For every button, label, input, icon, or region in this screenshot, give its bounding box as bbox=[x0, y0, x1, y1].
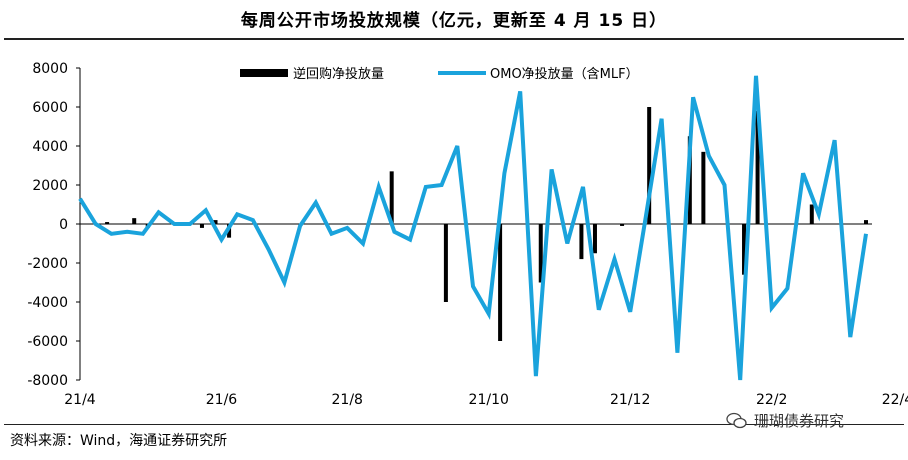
bar bbox=[105, 222, 110, 224]
bottom-rule bbox=[4, 424, 904, 425]
y-tick-label: -8000 bbox=[27, 373, 68, 389]
x-tick-label: 22/4 bbox=[882, 392, 908, 408]
x-tick-label: 21/6 bbox=[206, 392, 238, 408]
watermark: 珊瑚债券研究 bbox=[726, 410, 844, 431]
bar bbox=[592, 224, 597, 254]
chart-area: 8000 6000 4000 2000 0 -2000 -4000 -6000 -8000 21… bbox=[27, 61, 908, 408]
bar bbox=[701, 151, 706, 224]
y-tick-label: 6000 bbox=[32, 100, 68, 116]
y-tick-label: -4000 bbox=[27, 295, 68, 311]
y-tick-label: -6000 bbox=[27, 334, 68, 350]
y-tick-label: 4000 bbox=[32, 139, 68, 155]
bar bbox=[213, 220, 218, 224]
chart-title: 每周公开市场投放规模（亿元，更新至 4 月 15 日） bbox=[240, 11, 668, 31]
bar bbox=[538, 224, 543, 283]
line-series bbox=[78, 75, 868, 381]
legend: 逆回购净投放量 OMO净投放量（含MLF） bbox=[240, 66, 639, 82]
x-tick-label: 21/4 bbox=[64, 392, 96, 408]
legend-label-bar: 逆回购净投放量 bbox=[293, 66, 384, 82]
x-tick-label: 21/12 bbox=[610, 392, 650, 408]
source-note: 资料来源：Wind，海通证券研究所 bbox=[10, 433, 228, 449]
bar bbox=[620, 224, 625, 226]
top-rule bbox=[4, 38, 904, 40]
bar bbox=[443, 224, 448, 302]
y-tick-label: -2000 bbox=[27, 256, 68, 272]
x-tick-label: 21/10 bbox=[469, 392, 509, 408]
x-tick-label: 21/8 bbox=[332, 392, 363, 408]
y-tick-label: 0 bbox=[59, 217, 68, 233]
wechat-icon bbox=[726, 412, 747, 428]
bar bbox=[132, 218, 137, 224]
bar bbox=[647, 107, 652, 224]
bar bbox=[809, 204, 814, 224]
x-tick-label: 22/2 bbox=[756, 392, 787, 408]
y-tick-label: 2000 bbox=[32, 178, 68, 194]
bar bbox=[755, 110, 760, 224]
bar bbox=[498, 224, 503, 341]
y-tick-label: 8000 bbox=[32, 61, 68, 77]
legend-label-line: OMO净投放量（含MLF） bbox=[490, 66, 639, 82]
x-tick-group: 21/4 21/6 21/8 21/10 21/12 22/2 22/4 bbox=[64, 392, 908, 408]
bar bbox=[864, 220, 868, 224]
bar bbox=[199, 224, 204, 228]
legend-swatch-bar bbox=[240, 69, 288, 77]
watermark-text: 珊瑚债券研究 bbox=[754, 412, 845, 430]
bar bbox=[742, 224, 747, 275]
omo-line bbox=[78, 75, 868, 381]
bar bbox=[579, 224, 584, 260]
y-tick-group: 8000 6000 4000 2000 0 -2000 -4000 -6000 -8000 bbox=[27, 61, 80, 389]
bar bbox=[389, 171, 394, 224]
